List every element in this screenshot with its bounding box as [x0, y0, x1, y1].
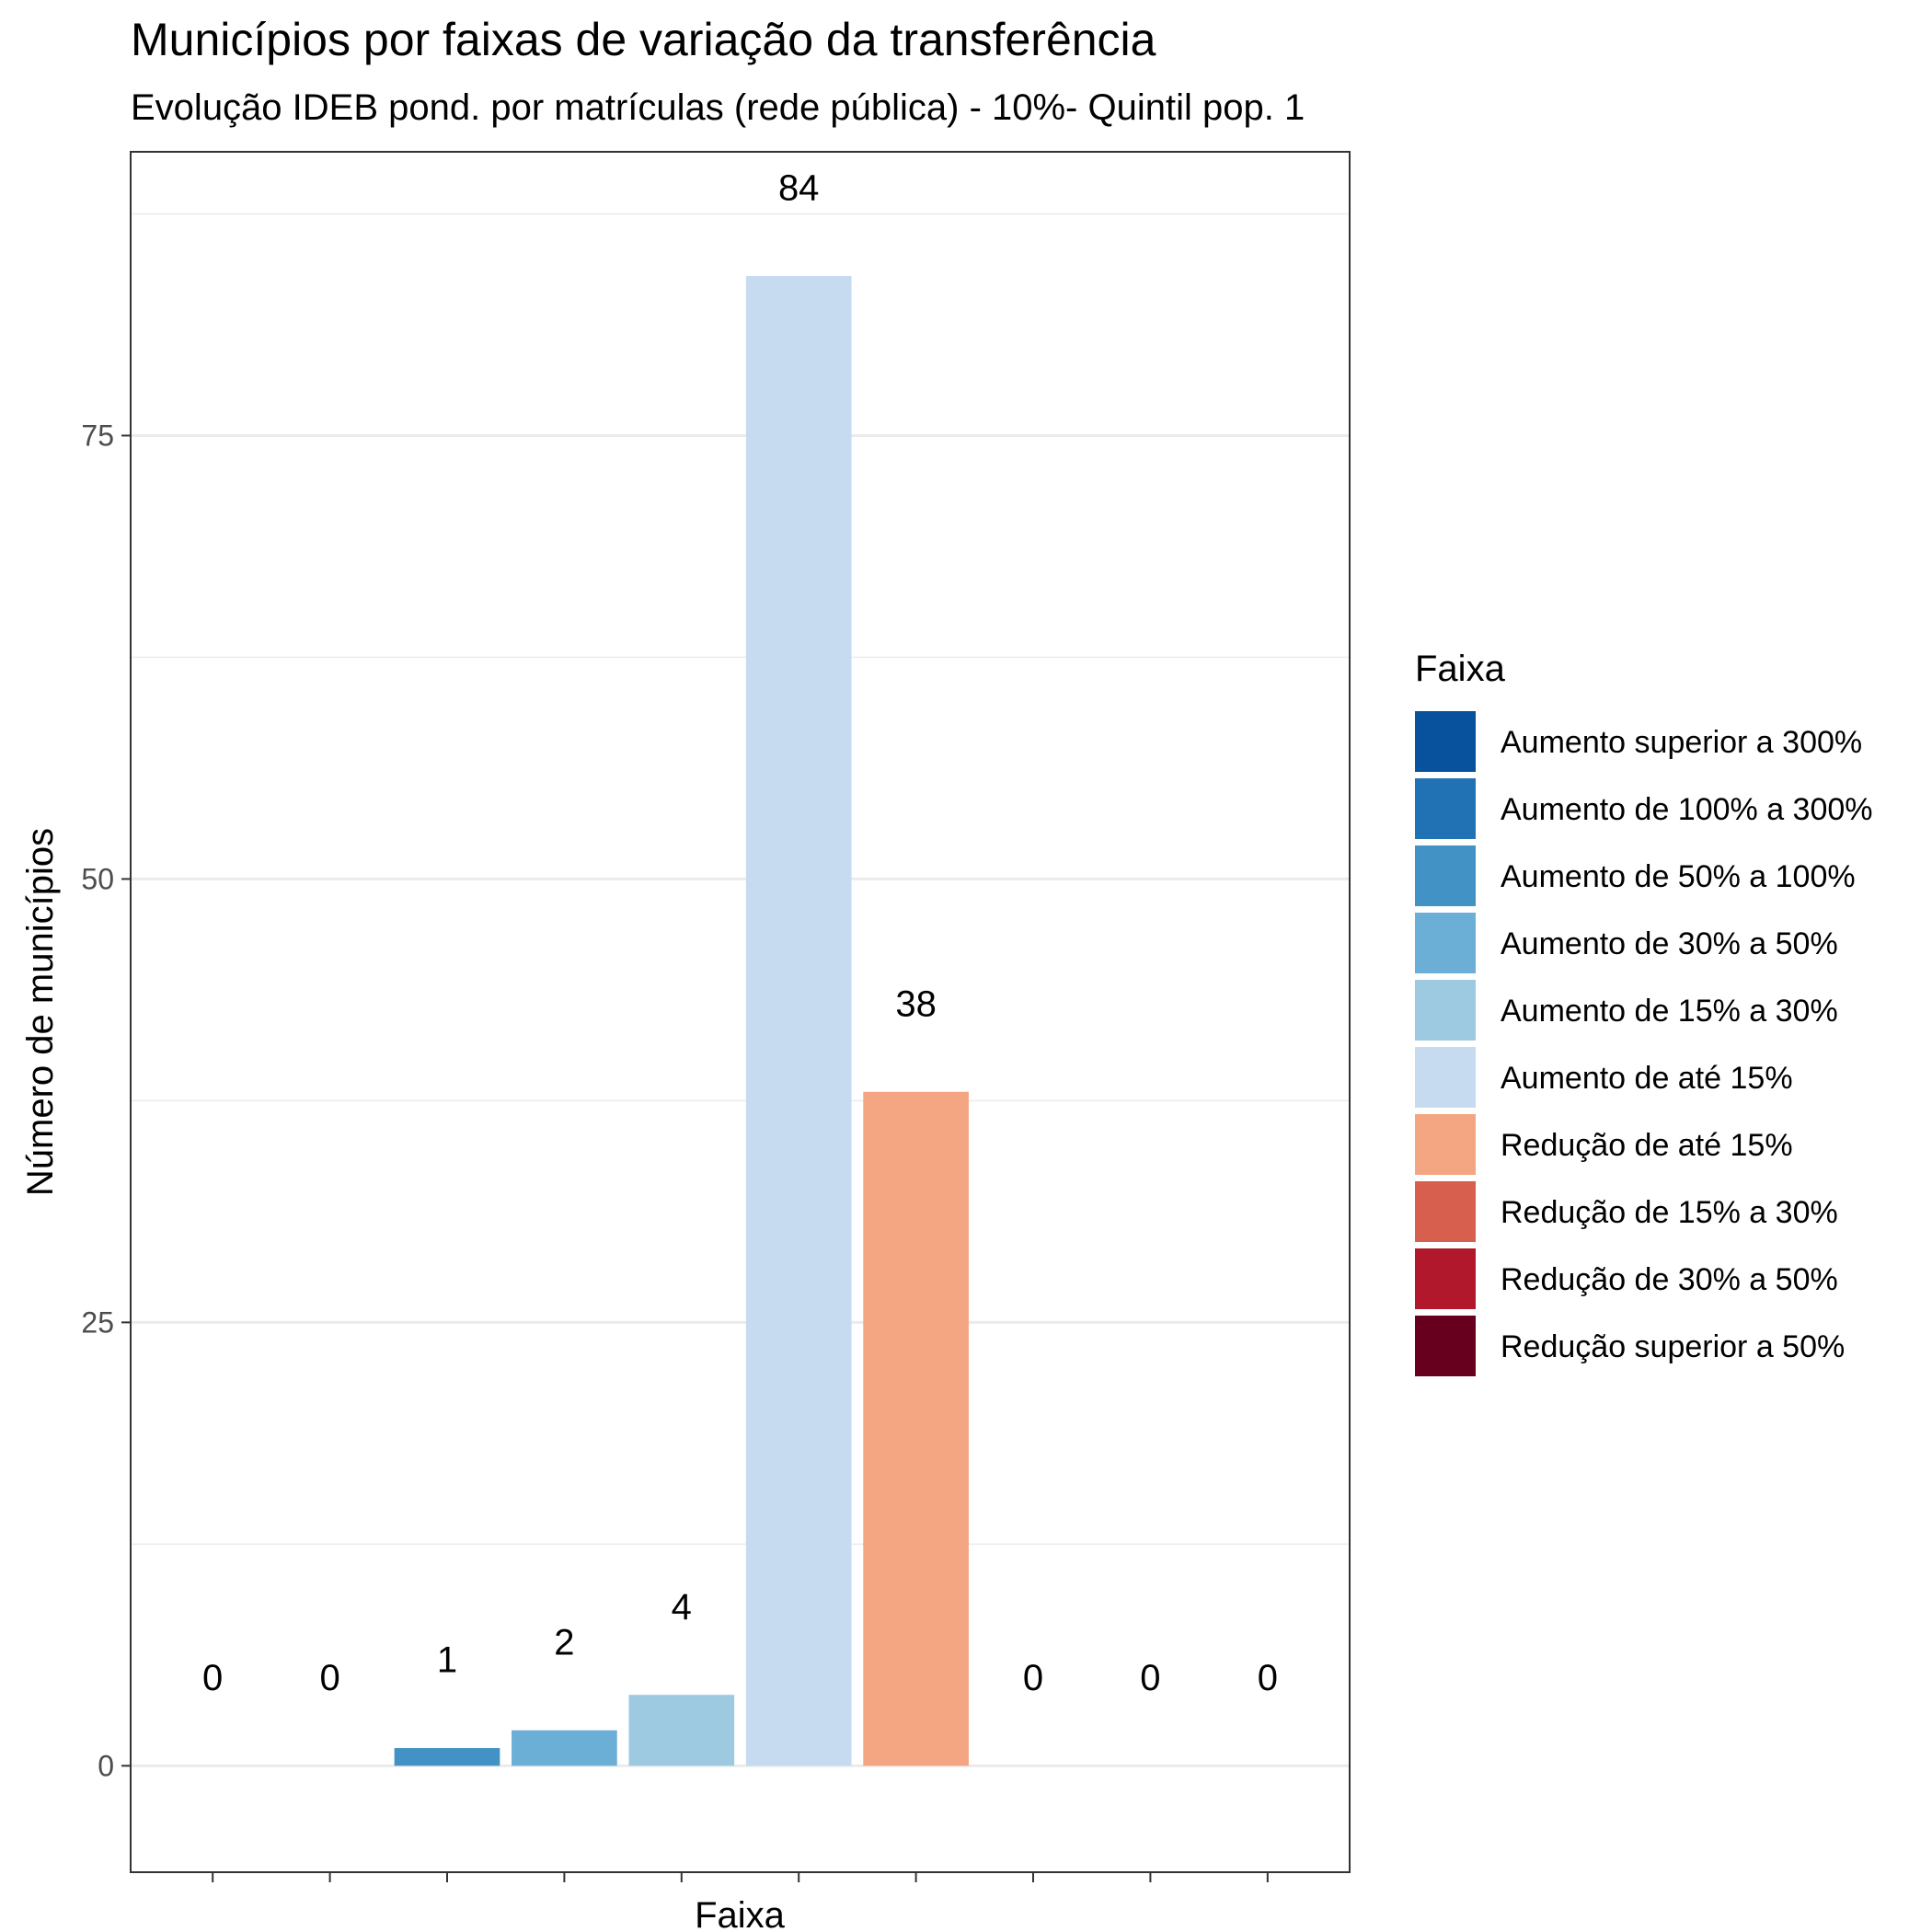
legend-key — [1415, 711, 1476, 772]
data-label: 2 — [554, 1622, 574, 1662]
data-label: 1 — [437, 1640, 457, 1681]
legend-label: Aumento de 30% a 50% — [1501, 926, 1838, 961]
plot-border — [130, 151, 1351, 1873]
y-tick-label: 0 — [98, 1749, 114, 1782]
y-tick-label: 75 — [81, 419, 114, 452]
legend-key — [1415, 1316, 1476, 1376]
data-label: 0 — [319, 1658, 339, 1698]
bar — [863, 1091, 969, 1766]
bar — [628, 1695, 735, 1766]
legend-key — [1415, 1248, 1476, 1309]
data-label: 0 — [1140, 1658, 1160, 1698]
legend-label: Redução de até 15% — [1501, 1128, 1793, 1163]
x-axis — [212, 1872, 1269, 1882]
legend-key — [1415, 913, 1476, 973]
chart-subtitle: Evolução IDEB pond. por matrículas (rede… — [131, 87, 1305, 128]
data-label: 84 — [778, 168, 820, 209]
data-label: 0 — [1258, 1658, 1278, 1698]
data-label: 0 — [1023, 1658, 1043, 1698]
data-labels: 0 0 1 2 4 84 38 0 0 0 — [202, 168, 1278, 1698]
data-label: 0 — [202, 1658, 223, 1698]
legend-key — [1415, 980, 1476, 1041]
y-tick-label: 50 — [81, 862, 114, 895]
legend-key — [1415, 1114, 1476, 1175]
chart-title: Municípios por faixas de variação da tra… — [131, 14, 1156, 65]
gridlines — [131, 213, 1350, 1767]
plot-background — [131, 152, 1350, 1872]
data-label: 38 — [895, 983, 937, 1024]
legend-label: Redução de 30% a 50% — [1501, 1262, 1838, 1297]
legend-label: Aumento de 50% a 100% — [1501, 859, 1856, 894]
legend-label: Aumento de até 15% — [1501, 1061, 1793, 1096]
legend-label: Redução de 15% a 30% — [1501, 1195, 1838, 1230]
y-tick-label: 25 — [81, 1305, 114, 1339]
legend-label: Aumento de 15% a 30% — [1501, 994, 1838, 1029]
legend-key — [1415, 1181, 1476, 1242]
y-axis: 0 25 50 75 — [81, 419, 131, 1782]
legend: Faixa Aumento superior a 300% Aumento de … — [1415, 649, 1873, 1376]
legend-key — [1415, 845, 1476, 906]
legend-key — [1415, 1047, 1476, 1108]
legend-label: Redução superior a 50% — [1501, 1329, 1845, 1364]
bar — [512, 1730, 617, 1766]
x-axis-label: Faixa — [695, 1895, 786, 1932]
legend-key — [1415, 778, 1476, 839]
bar — [745, 275, 852, 1766]
legend-title: Faixa — [1415, 649, 1506, 689]
legend-label: Aumento superior a 300% — [1501, 725, 1862, 760]
data-label: 4 — [672, 1587, 692, 1627]
y-axis-label: Número de municípios — [20, 828, 61, 1196]
bar — [394, 1748, 500, 1766]
legend-label: Aumento de 100% a 300% — [1501, 792, 1873, 827]
plot-area: 0 0 1 2 4 84 38 0 0 0 — [130, 151, 1351, 1873]
bars — [394, 275, 969, 1766]
